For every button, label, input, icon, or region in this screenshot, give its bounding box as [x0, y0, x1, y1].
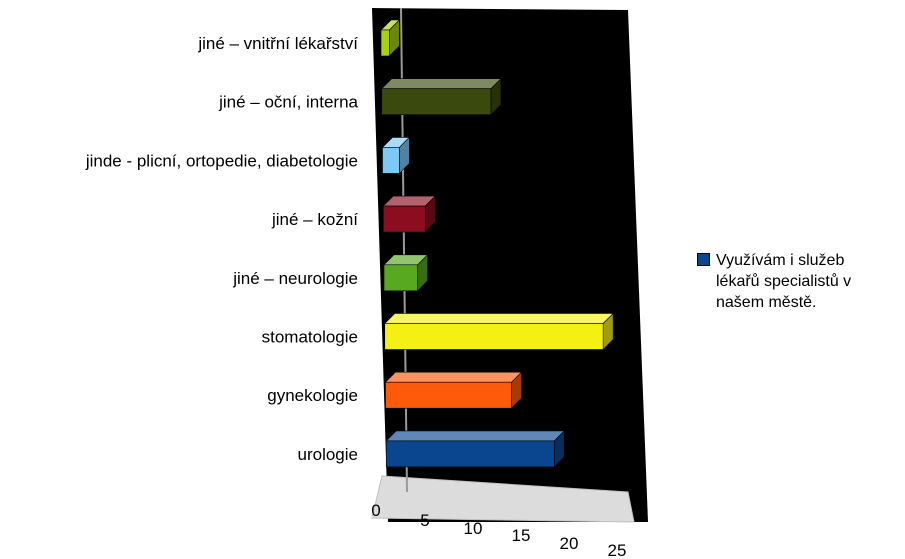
bar-front-face: [385, 440, 555, 468]
bar: [380, 19, 401, 57]
bars-group: [380, 19, 614, 468]
bar: [384, 312, 614, 351]
category-label: jinde - plicní, ortopedie, diabetologie: [85, 151, 358, 170]
legend-swatch: [697, 253, 710, 266]
x-tick-label: 5: [420, 511, 429, 530]
category-label: gynekologie: [267, 386, 358, 405]
category-label: jiné – neurologie: [232, 269, 358, 288]
bar-front-face: [382, 147, 400, 174]
bar: [381, 77, 502, 116]
bar: [382, 195, 436, 233]
bar-front-face: [381, 88, 492, 115]
plot-floor: [371, 475, 635, 523]
legend-label: Využívám i služeb lékařů specialistů v n…: [716, 252, 852, 311]
bar-front-face: [383, 264, 418, 292]
bar-top-face: [384, 371, 523, 383]
bar: [383, 254, 429, 292]
x-tick-label: 20: [560, 534, 579, 553]
category-label: jiné – oční, interna: [218, 93, 358, 112]
category-labels: jiné – vnitřní lékařství jiné – oční, int…: [85, 34, 359, 464]
bar-front-face: [384, 323, 604, 350]
x-tick-label: 10: [464, 519, 483, 538]
bar-top-face: [381, 78, 502, 89]
category-label: stomatologie: [262, 328, 358, 347]
bar: [385, 430, 565, 468]
category-label: jiné – kožní: [271, 210, 358, 229]
x-tick-label: 25: [608, 541, 627, 559]
x-tick-labels: 0 5 10 15 20 25: [371, 501, 626, 559]
bar-top-face: [384, 313, 614, 324]
category-label: urologie: [298, 445, 359, 464]
category-label: jiné – vnitřní lékařství: [197, 34, 358, 53]
x-tick-label: 0: [371, 501, 380, 520]
bar-top-face: [385, 430, 565, 442]
x-tick-label: 15: [512, 526, 531, 545]
bar-front-face: [380, 29, 390, 57]
bar-front-face: [382, 205, 426, 233]
bar-front-face: [385, 381, 512, 409]
bar: [381, 136, 411, 175]
bar: [384, 371, 523, 409]
